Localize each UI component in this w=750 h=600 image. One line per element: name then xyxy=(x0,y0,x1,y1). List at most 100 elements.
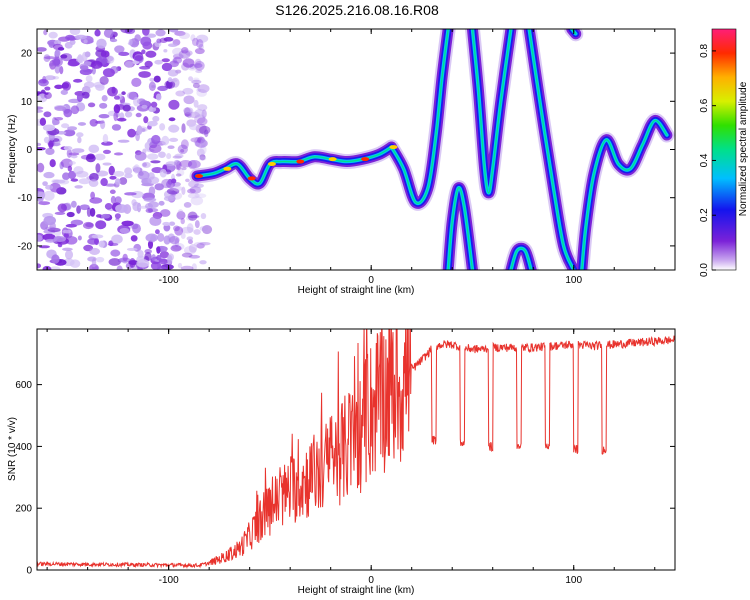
noise-blob xyxy=(168,99,180,110)
noise-blob xyxy=(124,61,133,68)
noise-blob xyxy=(37,263,42,269)
snr-ytick-label: 600 xyxy=(15,380,32,391)
noise-blob xyxy=(76,55,85,64)
snr-xlabel: Height of straight line (km) xyxy=(298,585,415,596)
noise-blob xyxy=(157,232,165,242)
snr-panel: -100 0 100 0 200 400 600 Height of straight li… xyxy=(7,328,676,596)
snr-ytick-label: 0 xyxy=(26,566,32,577)
noise-blob xyxy=(178,32,191,40)
noise-blob xyxy=(189,186,202,194)
noise-blob xyxy=(183,95,195,105)
noise-blob xyxy=(204,129,209,138)
noise-blob xyxy=(200,212,207,220)
noise-blob xyxy=(44,91,52,100)
noise-blob xyxy=(85,154,96,163)
noise-blob xyxy=(100,119,106,130)
noise-blob xyxy=(155,229,160,235)
noise-blob xyxy=(43,171,55,179)
noise-blob xyxy=(83,39,88,44)
spectrogram-xtick-label: 100 xyxy=(565,275,582,286)
noise-blob xyxy=(168,117,176,122)
noise-blob xyxy=(59,65,64,75)
noise-blob xyxy=(196,88,208,97)
noise-blob xyxy=(134,151,147,161)
noise-blob xyxy=(169,60,179,68)
colorbar-tick-label: 0.0 xyxy=(699,263,710,277)
ridge-hotspot xyxy=(296,159,305,164)
noise-blob xyxy=(185,50,193,56)
noise-blob xyxy=(51,254,60,264)
noise-blob xyxy=(81,91,90,99)
noise-blob xyxy=(99,76,109,85)
noise-blob xyxy=(100,50,110,58)
noise-blob xyxy=(194,47,205,55)
noise-blob xyxy=(42,233,56,241)
noise-blob xyxy=(167,145,175,150)
noise-blob xyxy=(199,260,207,265)
ridge-hotspot xyxy=(247,176,256,181)
ridge-band xyxy=(581,119,668,270)
noise-blob xyxy=(42,124,56,132)
snr-series-line xyxy=(37,329,675,569)
noise-blob xyxy=(122,104,131,112)
noise-blob xyxy=(148,106,157,113)
noise-blob xyxy=(45,238,57,243)
noise-blob xyxy=(172,155,182,159)
noise-blob xyxy=(37,109,44,113)
noise-blob xyxy=(77,122,87,126)
noise-blob xyxy=(188,123,199,131)
noise-blob xyxy=(166,187,180,195)
noise-blob xyxy=(128,39,133,46)
noise-blob xyxy=(144,203,153,210)
noise-blob xyxy=(154,59,163,65)
noise-blob xyxy=(132,223,141,234)
noise-blob xyxy=(91,258,97,268)
noise-blob xyxy=(98,240,105,248)
noise-blob xyxy=(75,170,89,178)
noise-blob xyxy=(147,176,160,185)
noise-blob xyxy=(186,236,194,241)
noise-blob xyxy=(172,185,183,192)
noise-blob xyxy=(83,61,92,66)
noise-blob xyxy=(77,136,82,144)
noise-blob xyxy=(66,148,72,158)
noise-blob xyxy=(45,226,56,231)
noise-blob xyxy=(109,189,116,195)
noise-blob xyxy=(149,216,162,227)
spectrogram-ytick-label: 0 xyxy=(26,145,32,156)
colorbar-gradient xyxy=(711,28,737,271)
ridge-band xyxy=(390,29,449,204)
noise-blob xyxy=(163,224,171,232)
ridge-band xyxy=(471,29,512,194)
spectrogram-xlabel: Height of straight line (km) xyxy=(298,285,415,296)
noise-blob xyxy=(102,68,115,78)
noise-blob xyxy=(74,185,83,189)
noise-blob xyxy=(197,84,210,93)
noise-blob xyxy=(124,111,133,118)
noise-blob xyxy=(69,29,81,36)
noise-blob xyxy=(78,178,91,185)
noise-blob xyxy=(61,123,70,129)
spectrogram-ytick-label: 20 xyxy=(21,49,33,60)
noise-blob xyxy=(62,229,72,234)
noise-blob xyxy=(45,147,55,155)
noise-blob xyxy=(82,221,94,230)
noise-blob xyxy=(152,115,160,122)
noise-blob xyxy=(62,247,73,251)
noise-blob xyxy=(145,208,153,213)
noise-blob xyxy=(167,69,179,77)
noise-blob xyxy=(193,183,204,189)
ridge-hotspot xyxy=(195,174,204,179)
noise-blob xyxy=(138,171,144,176)
noise-blob xyxy=(65,223,77,228)
noise-blob xyxy=(198,156,207,161)
noise-blob xyxy=(64,249,74,260)
snr-xtick-label: 0 xyxy=(368,575,374,586)
noise-blob xyxy=(111,234,123,244)
noise-blob xyxy=(193,63,203,68)
noise-blob xyxy=(180,232,186,239)
noise-blob xyxy=(169,137,179,142)
noise-blob xyxy=(168,124,180,133)
noise-blob xyxy=(43,111,52,118)
